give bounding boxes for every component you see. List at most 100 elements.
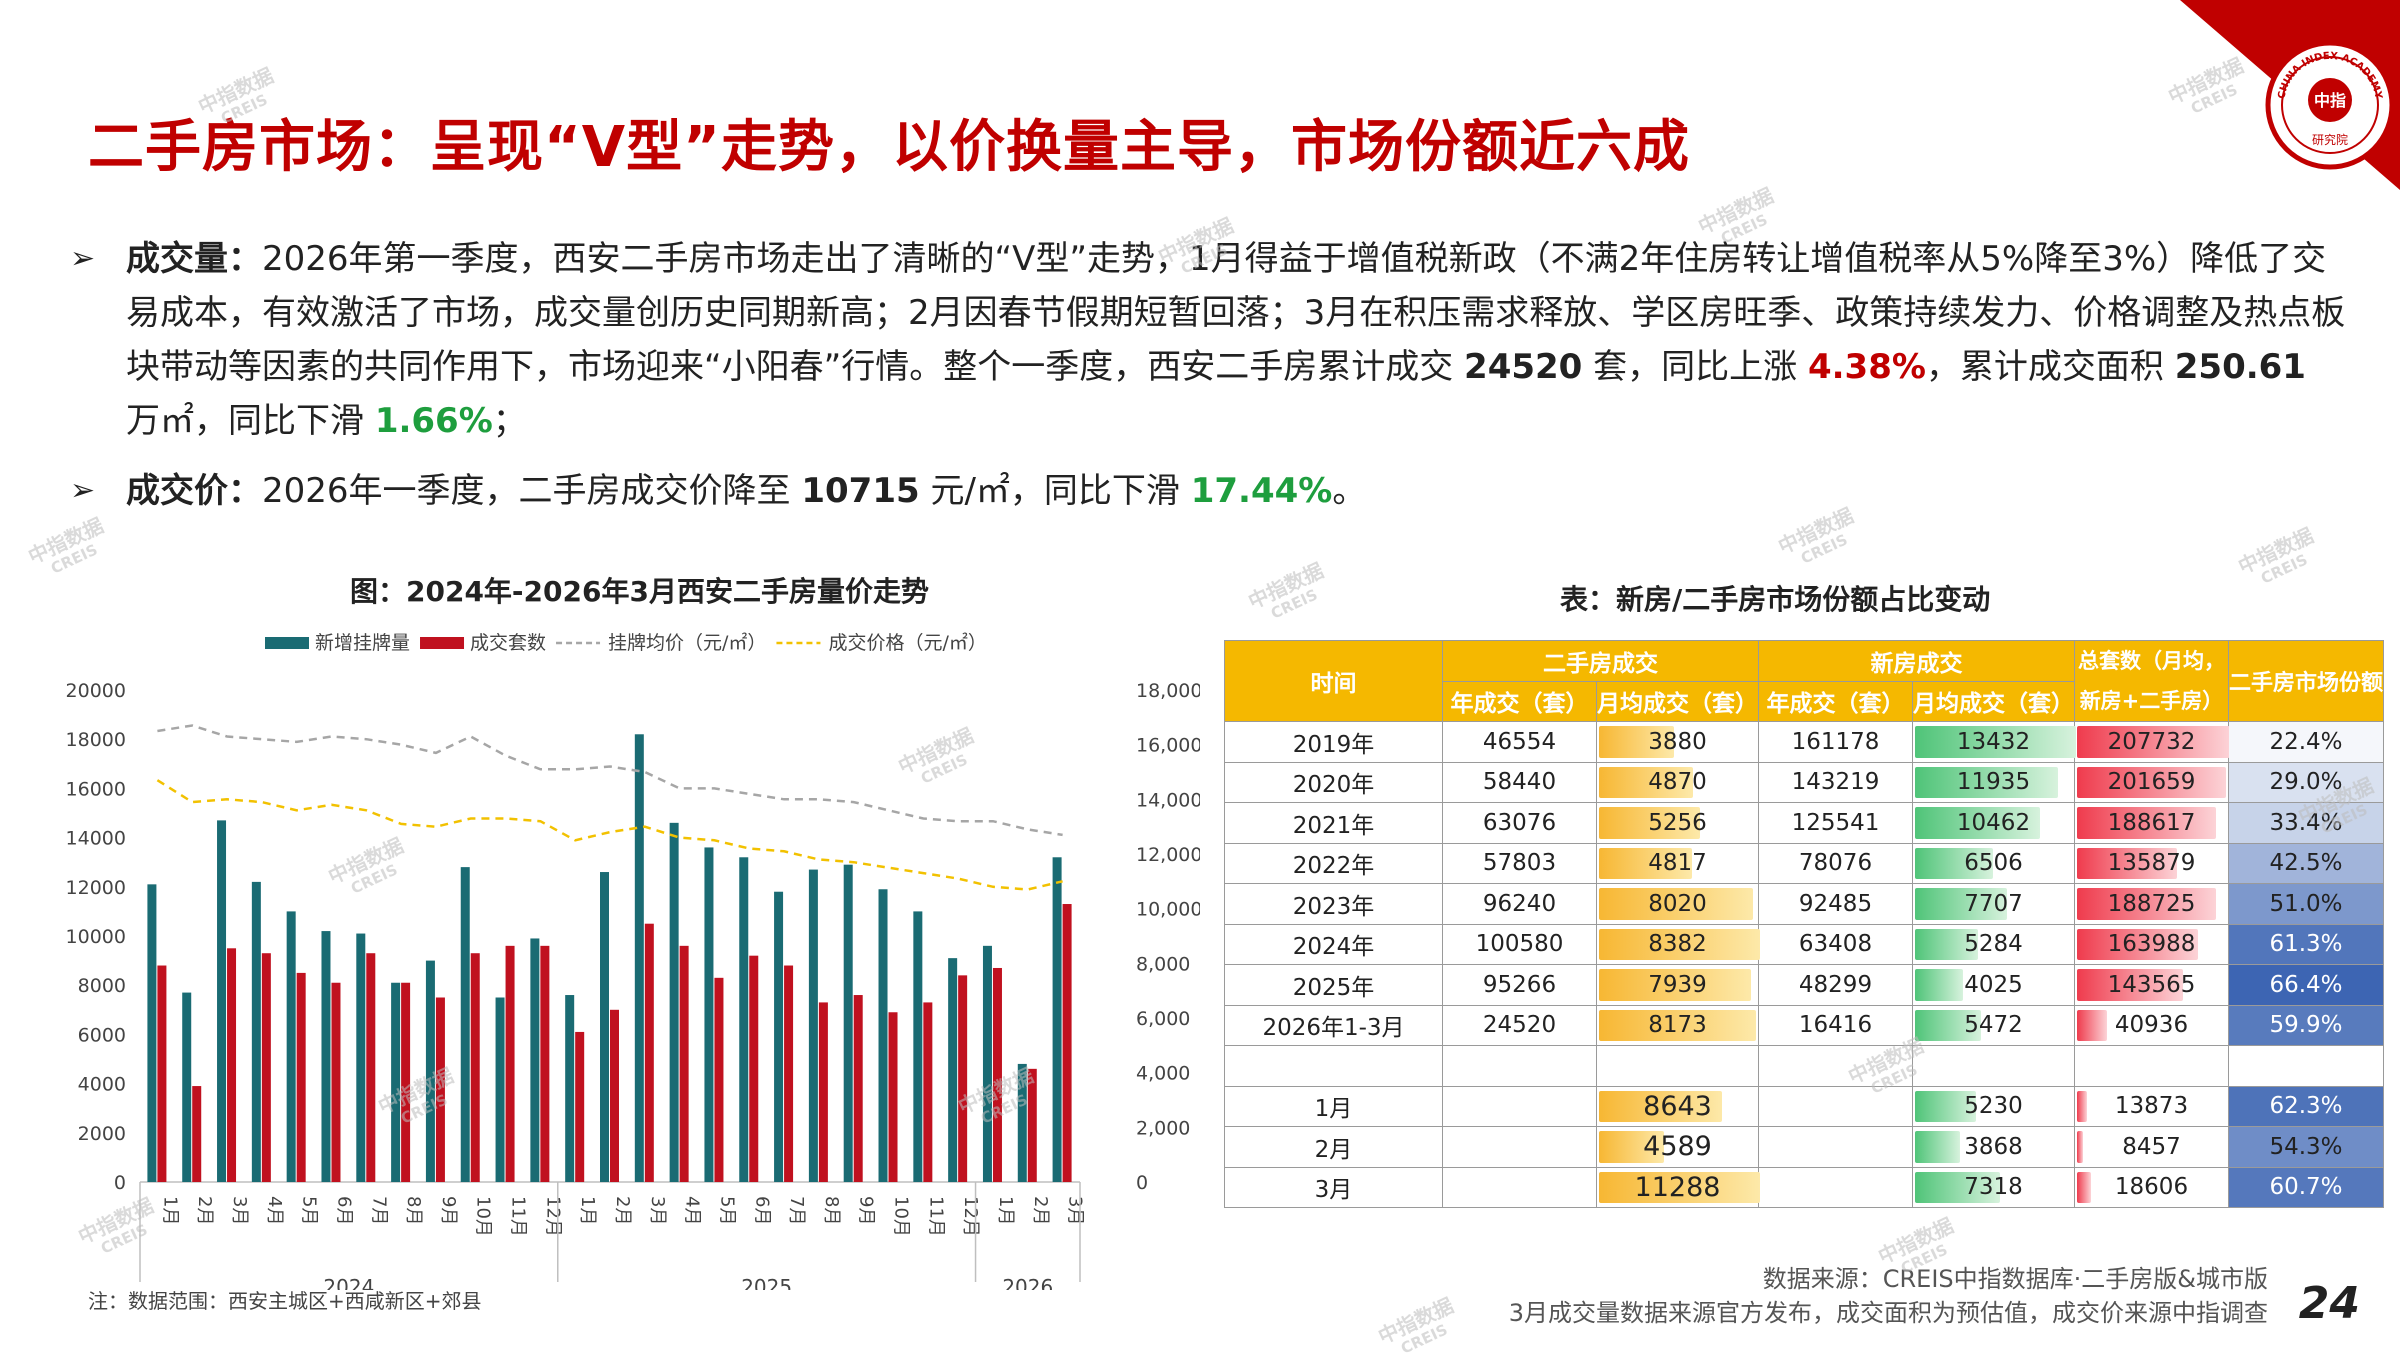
listing-bar (878, 889, 888, 1182)
bar-cell: 13432 (1912, 721, 2076, 763)
listing-bar (251, 881, 261, 1182)
cell-time: 2024年 (1224, 923, 1443, 965)
cell-time: 2026年1-3月 (1224, 1004, 1443, 1046)
bar-cell: 4870 (1596, 761, 1759, 803)
bullet-text: 2026年一季度，二手房成交价降至 (262, 471, 802, 511)
bullet-label: 成交量 (126, 239, 228, 279)
bullet-text: 套，同比上涨 (1582, 347, 1808, 387)
cell-time: 2023年 (1224, 883, 1443, 925)
bar-cell: 6506 (1912, 842, 2075, 884)
listing-bar (495, 997, 505, 1182)
bullet-label: 成交价 (126, 471, 228, 511)
source-line-1: 数据来源：CREIS中指数据库·二手房版&城市版 (1762, 1265, 2268, 1293)
data-bar (1915, 1171, 2000, 1203)
cell-value: 5472 (1964, 1012, 2023, 1039)
deal-bar (958, 975, 968, 1182)
cell-value: 163988 (2107, 931, 2196, 958)
deal-bar (540, 945, 550, 1182)
logo-bottom-text: 研究院 (2312, 132, 2348, 147)
legend-label: 成交价格（元/㎡） (828, 631, 986, 654)
legend-swatch (265, 637, 309, 649)
y-left-tick-label: 12000 (66, 877, 126, 899)
bullet-text: 17.44% (1190, 471, 1333, 511)
market-share-table: 时间 二手房成交 新房成交 总套数（月均，新房+二手房） 二手房市场份额 年成交（套） 月均… (1224, 640, 2385, 1208)
data-bar (2077, 1009, 2108, 1041)
cell-s-year (1442, 1166, 1597, 1208)
cell-s-year: 58440 (1442, 761, 1597, 803)
deal-bar (157, 965, 167, 1182)
data-bar (1915, 1131, 1960, 1163)
data-bar (2077, 766, 2226, 798)
table-row: 3月 11288 7318 18606 60.7% (1224, 1166, 2385, 1208)
bullet-text: 1.66% (374, 401, 493, 441)
bullet-list: ➢ 成交量：2026年第一季度，西安二手房市场走出了清晰的“V型”走势，1月得益于… (70, 232, 2350, 534)
bar-cell: 5472 (1912, 1004, 2075, 1046)
watermark: 中指数据 CREIS (1244, 558, 1328, 623)
bullet-text: 万㎡，同比下滑 (126, 401, 375, 441)
group-label: 2024 (323, 1275, 374, 1290)
y-left-tick-label: 8000 (78, 975, 126, 997)
cell-value: 7707 (1964, 890, 2023, 917)
header-time: 时间 (1224, 640, 1443, 722)
header-monthly: 月均成交（套） (1912, 680, 2075, 722)
bullet-arrow-icon: ➢ (70, 241, 96, 276)
cell-value: 40936 (2114, 1012, 2189, 1039)
deal-bar (575, 1031, 585, 1182)
data-bar (1599, 888, 1754, 920)
data-bar (1915, 766, 2059, 798)
y-right-tick-label: 18,000 (1136, 680, 1200, 702)
bullet-text: 24520 (1464, 347, 1583, 387)
bar-cell: 3868 (1912, 1126, 2075, 1168)
listing-bar (634, 734, 644, 1182)
listing-bar (739, 857, 749, 1182)
x-tick-label: 9月 (438, 1196, 459, 1225)
listing-bar (982, 945, 992, 1182)
listing-bar (356, 933, 366, 1182)
bar-cell: 10462 (1912, 802, 2075, 844)
deal-bar (505, 945, 515, 1182)
cell-value: 201659 (2107, 769, 2196, 796)
data-bar (2077, 888, 2216, 920)
data-bar (2077, 1090, 2088, 1122)
table-row: 2023年 96240 8020 92485 7707 188725 51.0% (1224, 883, 2385, 925)
cell-time: 2019年 (1224, 721, 1443, 763)
cell-value: 8173 (1648, 1012, 1707, 1039)
listing-bar (913, 911, 923, 1182)
listing-bar (1052, 857, 1062, 1182)
cell-share: 66.4% (2227, 964, 2385, 1006)
x-tick-label: 6月 (751, 1196, 772, 1225)
table-row: 2022年 57803 4817 78076 6506 135879 42.5% (1224, 842, 2385, 884)
data-bar (2077, 807, 2216, 839)
header-total: 总套数（月均，新房+二手房） (2074, 640, 2229, 722)
deal-bar (366, 953, 376, 1182)
y-right-tick-label: 14,000 (1136, 789, 1200, 811)
deal-bar (331, 982, 341, 1182)
bar-cell: 8020 (1596, 883, 1759, 925)
data-bar (1599, 847, 1692, 879)
y-left-tick-label: 10000 (66, 926, 126, 948)
header-share: 二手房市场份额 (2227, 640, 2385, 722)
x-tick-label: 6月 (333, 1196, 354, 1225)
bar-cell: 7939 (1596, 964, 1759, 1006)
cell-s-year (1442, 1085, 1597, 1127)
bar-cell: 13873 (2074, 1085, 2229, 1127)
x-tick-label: 5月 (299, 1196, 320, 1225)
data-bar (2077, 969, 2183, 1001)
table-row: 2019年 46554 3880 161178 13432 207732 22.4% (1224, 721, 2385, 763)
cell-value: 5256 (1648, 809, 1707, 836)
x-tick-label: 11月 (508, 1196, 529, 1237)
bar-cell: 5284 (1912, 923, 2075, 965)
data-bar (1599, 928, 1760, 960)
cell-time: 2020年 (1224, 761, 1443, 803)
corner-logo: 中指 研究院 CHINA INDEX ACADEMY (2180, 0, 2400, 190)
x-tick-label: 1月 (159, 1196, 180, 1225)
cell-share: 54.3% (2227, 1126, 2385, 1168)
table-row: 1月 8643 5230 13873 62.3% (1224, 1085, 2385, 1127)
data-bar (2077, 1171, 2091, 1203)
y-right-tick-label: 12,000 (1136, 844, 1200, 866)
bar-cell: 5256 (1596, 802, 1759, 844)
cell-value: 207732 (2107, 728, 2196, 755)
bar-cell: 163988 (2074, 923, 2229, 965)
x-tick-label: 12月 (542, 1196, 563, 1237)
x-tick-label: 4月 (264, 1196, 285, 1225)
